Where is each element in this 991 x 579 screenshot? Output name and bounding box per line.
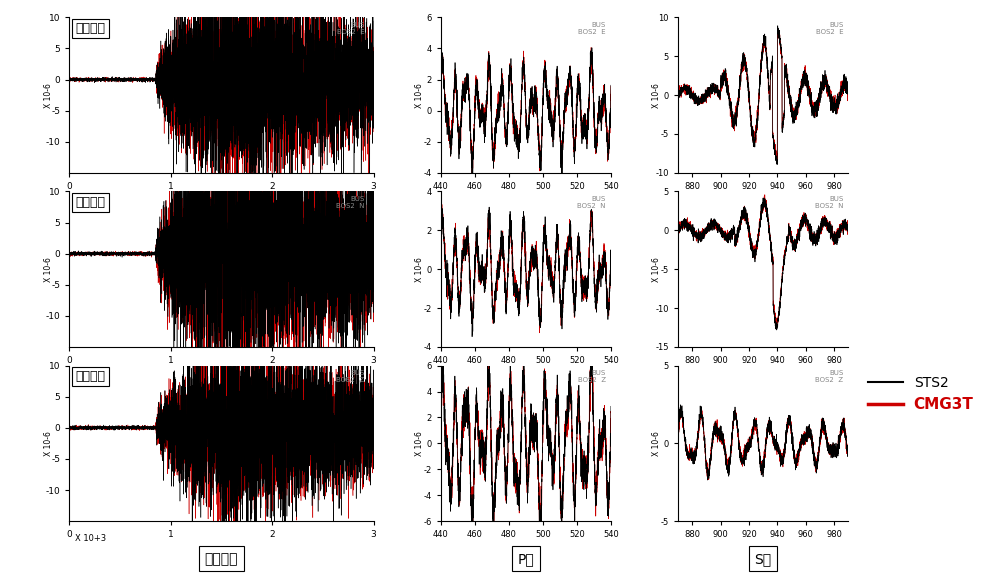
Text: BUS
BOS2  Z: BUS BOS2 Z <box>578 371 606 383</box>
Text: P파: P파 <box>517 552 534 566</box>
Text: X 10-6: X 10-6 <box>414 257 423 281</box>
Text: X 10-6: X 10-6 <box>414 431 423 456</box>
Text: S파: S파 <box>754 552 772 566</box>
Text: 남북성분: 남북성분 <box>75 196 105 209</box>
Text: BUS
BOS2  E: BUS BOS2 E <box>578 22 606 35</box>
Text: X 10-6: X 10-6 <box>44 257 53 281</box>
Text: X 10-6: X 10-6 <box>44 431 53 456</box>
Text: BUS
BOS2  Z: BUS BOS2 Z <box>815 371 843 383</box>
Text: BUS
BOS2  N: BUS BOS2 N <box>336 196 365 209</box>
Text: BUS
BOS2  N: BUS BOS2 N <box>578 196 606 209</box>
Text: 지진파형: 지진파형 <box>205 552 238 566</box>
Text: X 10-6: X 10-6 <box>652 83 661 108</box>
Text: X 10-6: X 10-6 <box>414 83 423 108</box>
Text: X 10-6: X 10-6 <box>652 431 661 456</box>
Text: BUS
BOS2  Z: BUS BOS2 Z <box>336 371 365 383</box>
Text: BUS
BOS2  E: BUS BOS2 E <box>337 22 365 35</box>
Text: X 10+3: X 10+3 <box>75 534 107 543</box>
Text: X 10-6: X 10-6 <box>652 257 661 281</box>
Text: 수직성분: 수직성분 <box>75 371 105 383</box>
Legend: STS2, CMG3T: STS2, CMG3T <box>862 370 979 417</box>
Text: BUS
BOS2  N: BUS BOS2 N <box>815 196 843 209</box>
Text: 동서성분: 동서성분 <box>75 22 105 35</box>
Text: X 10-6: X 10-6 <box>44 83 53 108</box>
Text: BUS
BOS2  E: BUS BOS2 E <box>816 22 843 35</box>
